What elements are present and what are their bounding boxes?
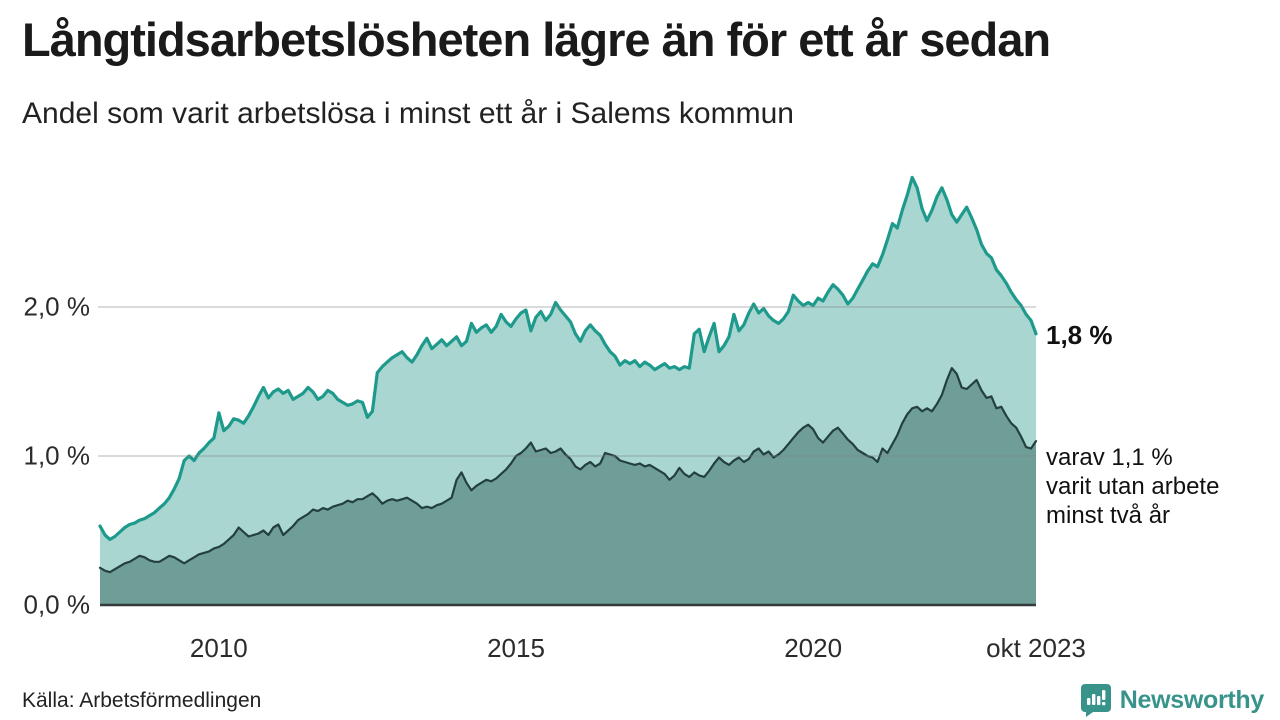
chart-subtitle: Andel som varit arbetslösa i minst ett å… — [22, 97, 794, 130]
x-tick-label: okt 2023 — [986, 633, 1086, 663]
series-line-1 — [98, 367, 1038, 574]
secondary-annotation-line: varav 1,1 % — [1046, 444, 1173, 471]
brand-name: Newsworthy — [1119, 685, 1265, 714]
secondary-annotation: varav 1,1 % varit utan arbete minst två … — [1046, 443, 1219, 530]
end-value-label: 1,8 % — [1046, 320, 1113, 350]
x-tick-label: 2015 — [487, 633, 545, 663]
brand-logo: Newsworthy — [1080, 683, 1264, 717]
y-tick-label: 1,0 % — [23, 440, 91, 471]
secondary-annotation-line: minst två år — [1046, 502, 1171, 529]
y-tick-label: 2,0 % — [23, 291, 91, 322]
page-title: Långtidsarbetslösheten lägre än för ett … — [22, 13, 1051, 66]
source-caption: Källa: Arbetsförmedlingen — [22, 689, 262, 712]
x-tick-label: 2020 — [784, 633, 843, 663]
series-line-0 — [98, 175, 1038, 541]
newsworthy-icon — [1080, 684, 1111, 717]
secondary-annotation-line: varit utan arbete — [1046, 473, 1220, 500]
x-tick-label: 2010 — [189, 633, 248, 663]
y-tick-label: 0,0 % — [23, 589, 91, 620]
series-area-1 — [100, 368, 1036, 605]
